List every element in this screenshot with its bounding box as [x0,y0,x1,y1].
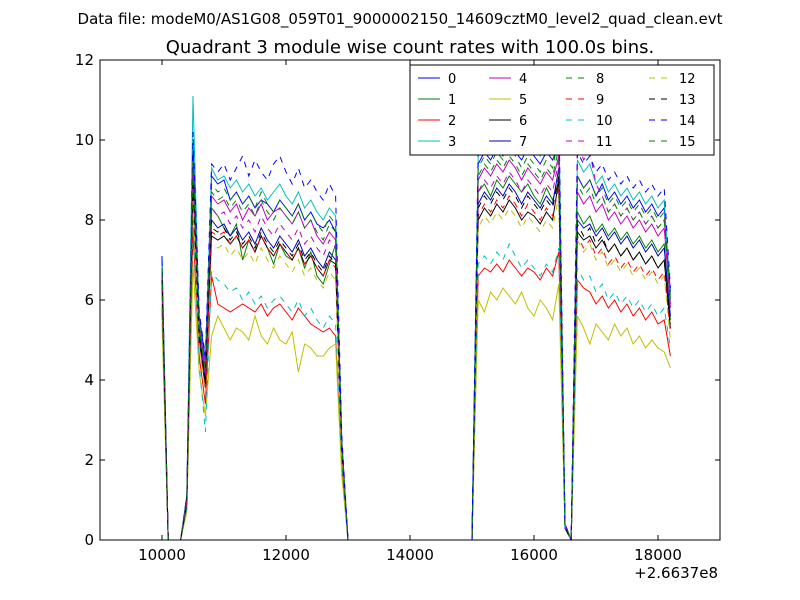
y-tick-label: 6 [84,291,94,309]
legend-label-8: 8 [596,72,604,87]
legend-label-9: 9 [596,93,604,108]
legend-label-4: 4 [519,72,527,87]
series-line-9 [161,187,671,541]
y-tick-label: 4 [84,371,94,389]
legend-label-14: 14 [679,114,696,129]
legend-label-13: 13 [679,93,696,108]
chart-title: Quadrant 3 module wise count rates with … [166,37,655,58]
legend-label-5: 5 [519,93,527,108]
legend-label-7: 7 [519,135,527,150]
legend-frame [409,64,715,156]
legend-label-2: 2 [448,114,456,129]
y-tick-label: 0 [84,531,94,549]
y-tick-label: 10 [75,131,94,149]
legend-label-10: 10 [596,114,613,129]
legend-label-3: 3 [448,135,456,150]
series-layer [161,95,671,541]
y-tick-label: 8 [84,211,94,229]
y-tick-label: 12 [75,51,94,69]
series-line-14 [161,103,671,541]
x-offset-label: +2.6637e8 [634,564,718,582]
series-line-10 [161,219,671,541]
legend-label-1: 1 [448,93,456,108]
legend-label-6: 6 [519,114,527,129]
x-tick-label: 10000 [138,546,186,564]
legend-label-11: 11 [596,135,613,150]
legend-label-12: 12 [679,72,696,87]
legend-label-0: 0 [448,72,456,87]
legend-label-15: 15 [679,135,696,150]
figure-suptitle: Data file: modeM0/AS1G08_059T01_90000021… [78,10,723,29]
x-tick-label: 18000 [634,546,682,564]
x-tick-label: 16000 [510,546,558,564]
series-line-12 [161,195,671,541]
y-tick-label: 2 [84,451,94,469]
x-tick-label: 12000 [262,546,310,564]
x-tick-label: 14000 [386,546,434,564]
series-line-15 [161,147,671,541]
